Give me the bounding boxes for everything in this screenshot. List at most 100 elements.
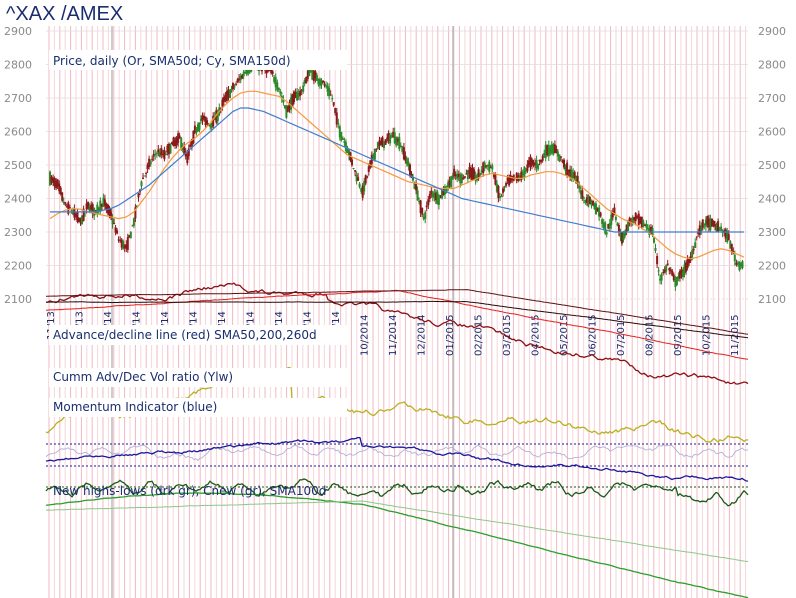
candle-body: [412, 177, 414, 181]
candle-body: [538, 159, 541, 162]
candle-body: [621, 232, 623, 244]
candle-body: [348, 150, 350, 156]
candle-body: [587, 195, 590, 207]
candle-body: [285, 105, 288, 118]
candle-body: [572, 172, 575, 178]
candle-body: [361, 185, 364, 198]
candle-body: [489, 167, 492, 169]
candle-body: [720, 226, 723, 231]
candle-body: [85, 203, 88, 210]
candle-body: [671, 270, 674, 276]
candle-body: [451, 175, 454, 180]
candle-body: [354, 170, 357, 172]
candle-body: [100, 203, 103, 207]
candle-body: [389, 134, 392, 144]
candle-body: [588, 196, 591, 204]
candle-body: [189, 144, 192, 147]
candle-body: [486, 164, 489, 167]
candle-body: [239, 75, 242, 81]
candle-body: [55, 181, 58, 188]
candle-body: [236, 79, 239, 82]
candle-body: [209, 124, 212, 127]
ytick-label-right: 2500: [758, 159, 786, 172]
candle-body: [447, 182, 450, 188]
candle-body: [605, 232, 608, 235]
candle-body: [456, 173, 459, 179]
candle-body: [674, 277, 677, 287]
candle-body: [480, 169, 483, 173]
candle-body: [87, 201, 90, 209]
candle-body: [383, 141, 385, 148]
candle-body: [158, 152, 161, 157]
candle-body: [206, 120, 209, 124]
candle-body: [625, 224, 628, 232]
candle-body: [341, 138, 344, 140]
candle-body: [709, 218, 712, 231]
candle-body: [212, 115, 215, 127]
date-label: 11/2014: [388, 314, 399, 356]
candle-body: [373, 148, 376, 160]
candle-body: [210, 122, 213, 128]
candle-body: [471, 167, 474, 180]
candle-body: [584, 199, 587, 203]
candle-body: [576, 176, 579, 185]
candle-body: [613, 207, 616, 215]
candle-body: [567, 169, 570, 173]
candle-body: [152, 153, 155, 157]
cnew-line: [45, 492, 749, 598]
candle-body: [52, 177, 55, 183]
candle-body: [290, 97, 292, 110]
candle-body: [663, 269, 666, 273]
candle-body: [527, 160, 530, 165]
candle-body: [669, 269, 672, 272]
candle-body: [598, 207, 601, 217]
candle-body: [439, 195, 442, 197]
candle-body: [515, 172, 518, 181]
candle-body: [279, 91, 282, 94]
candle-body: [384, 139, 387, 145]
candle-body: [492, 174, 495, 178]
candle-body: [427, 199, 430, 206]
candle-body: [76, 212, 79, 222]
candle-body: [59, 187, 62, 194]
candle-body: [145, 172, 148, 174]
candle-body: [454, 174, 457, 177]
candle-body: [164, 154, 167, 155]
highslows-panel-label: New highs-lows (drk gr), Cnew (gr), SMA1…: [53, 484, 326, 498]
candle-body: [724, 229, 727, 239]
candle-body: [132, 218, 135, 226]
candle-body: [550, 144, 553, 153]
candle-body: [662, 272, 665, 274]
candle-body: [560, 156, 562, 158]
candle-body: [656, 256, 659, 265]
candle-body: [360, 188, 363, 192]
ytick-label-right: 2800: [758, 59, 786, 72]
candle-body: [581, 190, 584, 199]
candle-body: [416, 190, 419, 201]
candle-body: [265, 66, 268, 74]
candle-body: [642, 220, 645, 228]
candle-body: [561, 161, 564, 163]
date-label: 11/2015: [730, 314, 741, 356]
candle-body: [422, 216, 425, 220]
candle-body: [221, 99, 224, 107]
candle-body: [180, 137, 183, 149]
candle-body: [531, 159, 533, 166]
candle-body: [726, 230, 729, 243]
candle-body: [331, 98, 334, 100]
candle-body: [558, 154, 561, 162]
date-label: 08/2015: [645, 314, 656, 356]
candle-body: [697, 231, 700, 234]
ytick-label-left: 2900: [4, 25, 32, 38]
sma100-line: [45, 500, 749, 563]
ytick-label-left: 2200: [4, 260, 32, 273]
candle-body: [82, 208, 85, 221]
candle-body: [404, 155, 407, 161]
candle-body: [291, 94, 294, 107]
candle-body: [646, 228, 649, 230]
price-axis-left: 2900 2800 2700 2600 2500 2400 2300 2200 2100: [4, 25, 32, 306]
cumm-label-box: [49, 368, 347, 387]
candle-body: [494, 174, 497, 185]
candle-body: [499, 196, 501, 198]
candle-body: [555, 148, 558, 154]
